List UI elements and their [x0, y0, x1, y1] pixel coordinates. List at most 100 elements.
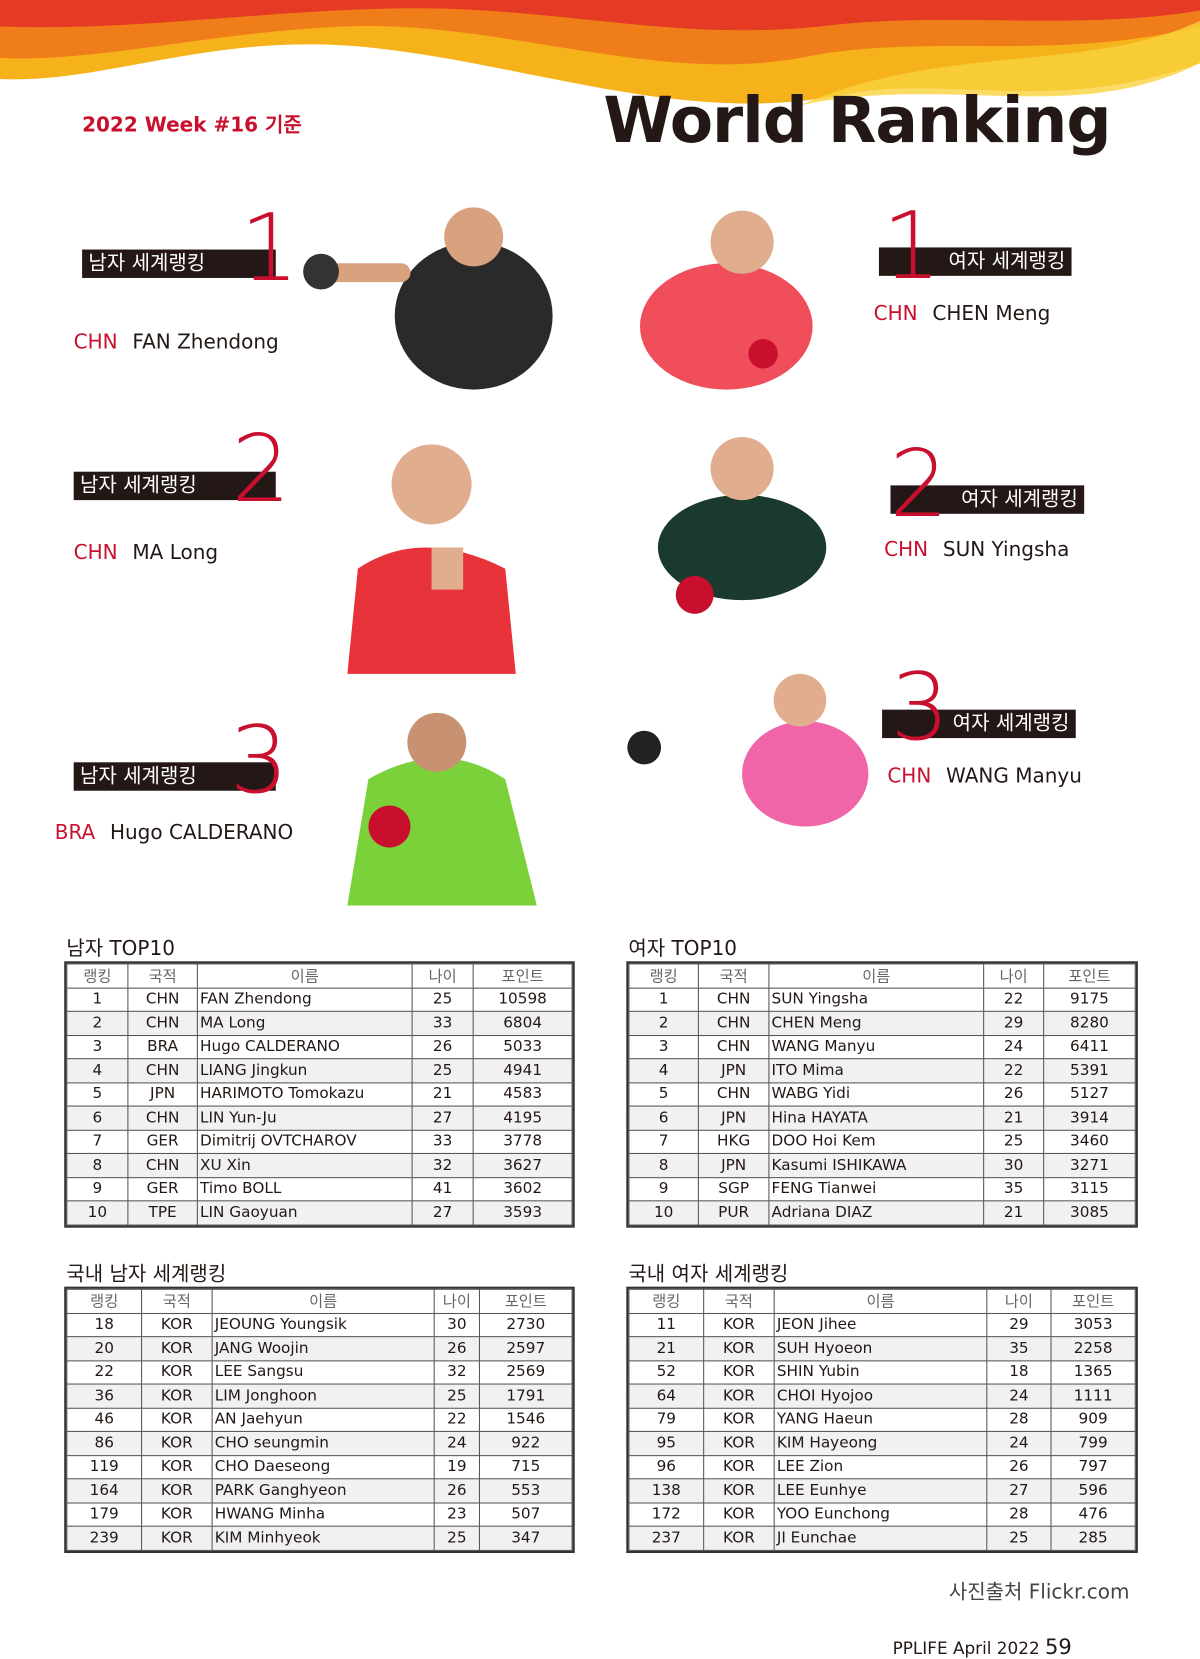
- cell: 164: [66, 1478, 143, 1504]
- column-header: 이름: [196, 963, 413, 989]
- country: CHN: [73, 541, 118, 565]
- cell: 4195: [472, 1105, 573, 1131]
- cell: FENG Tianwei: [768, 1176, 985, 1202]
- row: 11 KOR JEON Jihee 29 3053: [628, 1312, 1136, 1338]
- cell: CHOI Hyojoo: [773, 1383, 988, 1409]
- cell: KOR: [141, 1383, 213, 1409]
- cell: 3085: [1043, 1200, 1136, 1226]
- cell: SHIN Yubin: [773, 1359, 988, 1385]
- cell: 6: [66, 1105, 129, 1131]
- cell: 18: [986, 1359, 1052, 1385]
- cell: 9175: [1043, 987, 1136, 1012]
- cell: 10598: [472, 987, 573, 1012]
- cell: 476: [1050, 1501, 1136, 1527]
- row: 4 CHN LIANG Jingkun 25 4941: [66, 1058, 573, 1083]
- cell: 3778: [472, 1129, 573, 1154]
- cell: ITO Mima: [768, 1058, 985, 1083]
- cell: 21: [628, 1336, 705, 1361]
- cell: 26: [983, 1081, 1045, 1107]
- row: 95 KOR KIM Hayeong 24 799: [628, 1430, 1136, 1456]
- table-title: 남자 TOP10: [66, 937, 175, 961]
- row: 2 CHN CHEN Meng 29 8280: [628, 1010, 1136, 1036]
- header-row: 랭킹 국적 이름 나이 포인트: [628, 1288, 1136, 1314]
- photos: [303, 207, 869, 906]
- cell: 41: [411, 1176, 474, 1202]
- cell: Hina HAYATA: [768, 1105, 985, 1131]
- cell: 2730: [478, 1312, 573, 1338]
- column-header: 나이: [433, 1288, 480, 1314]
- column-header: 랭킹: [628, 1288, 705, 1314]
- cell: 239: [66, 1525, 143, 1551]
- cell: 25: [986, 1525, 1052, 1551]
- cell: KOR: [141, 1478, 213, 1504]
- cell: 24: [986, 1430, 1052, 1456]
- week: 2022 Week #16 기준: [82, 113, 302, 137]
- cell: KIM Minhyeok: [211, 1525, 435, 1551]
- cell: 33: [411, 1129, 474, 1154]
- column-header: 나이: [411, 963, 474, 989]
- cell: 715: [478, 1454, 573, 1480]
- cell: KIM Hayeong: [773, 1430, 988, 1456]
- cell: JI Eunchae: [773, 1525, 988, 1551]
- rank-label: 남자 세계랭킹: [73, 762, 276, 791]
- row: 79 KOR YANG Haeun 28 909: [628, 1407, 1136, 1432]
- cell: 3271: [1043, 1152, 1136, 1178]
- player-name: Hugo CALDERANO: [109, 821, 294, 845]
- cell: 26: [433, 1336, 480, 1361]
- cell: 35: [983, 1176, 1045, 1202]
- cell: KOR: [703, 1525, 775, 1551]
- cell: LEE Eunhye: [773, 1478, 988, 1504]
- rank-number: 1: [882, 191, 942, 301]
- magazine: PPLIFE April 2022 59: [893, 1634, 1072, 1659]
- cell: CHN: [697, 1034, 770, 1060]
- row: 36 KOR LIM Jonghoon 25 1791: [66, 1383, 573, 1409]
- page-title: World Ranking: [603, 84, 1111, 158]
- country: CHN: [73, 330, 118, 354]
- column-header: 포인트: [1043, 963, 1136, 989]
- row: 172 KOR YOO Eunchong 28 476: [628, 1501, 1136, 1527]
- cell: 8: [628, 1152, 699, 1178]
- cell: 7: [66, 1129, 129, 1154]
- cell: 30: [433, 1312, 480, 1338]
- row: 10 TPE LIN Gaoyuan 27 3593: [66, 1200, 573, 1226]
- cell: 96: [628, 1454, 705, 1480]
- cell: JPN: [697, 1105, 770, 1131]
- cell: 2597: [478, 1336, 573, 1361]
- photo-fan: [303, 207, 553, 390]
- player-name: FAN Zhendong: [132, 330, 279, 354]
- country: CHN: [887, 764, 932, 788]
- cell: KOR: [703, 1501, 775, 1527]
- row: 237 KOR JI Eunchae 25 285: [628, 1525, 1136, 1551]
- table-title: 여자 TOP10: [628, 937, 738, 961]
- row: 8 JPN Kasumi ISHIKAWA 30 3271: [628, 1152, 1136, 1178]
- cell: 35: [986, 1336, 1052, 1361]
- cell: 5127: [1043, 1081, 1136, 1107]
- cell: JPN: [697, 1058, 770, 1083]
- cell: 32: [433, 1359, 480, 1385]
- row: 8 CHN XU Xin 32 3627: [66, 1152, 573, 1178]
- cell: 29: [986, 1312, 1052, 1338]
- cell: 3053: [1050, 1312, 1136, 1338]
- cell: CHO seungmin: [211, 1430, 435, 1456]
- cell: KOR: [141, 1525, 213, 1551]
- photo-wang: [627, 673, 869, 827]
- column-header: 국적: [127, 963, 198, 989]
- cell: JANG Woojin: [211, 1336, 435, 1361]
- cell: CHN: [697, 1010, 770, 1036]
- cell: CHN: [127, 1105, 198, 1131]
- photo-chen: [639, 210, 813, 390]
- cell: 19: [433, 1454, 480, 1480]
- table-title: 국내 여자 세계랭킹: [628, 1262, 789, 1286]
- rank-number: 2: [889, 429, 949, 539]
- player: BRA Hugo CALDERANO: [55, 821, 294, 844]
- photo-credit: 사진출처 Flickr.com: [948, 1580, 1130, 1604]
- column-header: 나이: [983, 963, 1045, 989]
- rank-label: 여자 세계랭킹: [878, 247, 1072, 276]
- row: 3 BRA Hugo CALDERANO 26 5033: [66, 1034, 573, 1060]
- row: 119 KOR CHO Daeseong 19 715: [66, 1454, 573, 1480]
- column-header: 랭킹: [66, 963, 129, 989]
- cell: MA Long: [196, 1010, 413, 1036]
- cell: 22: [433, 1407, 480, 1432]
- cell: 4: [66, 1058, 129, 1083]
- cell: 21: [411, 1081, 474, 1107]
